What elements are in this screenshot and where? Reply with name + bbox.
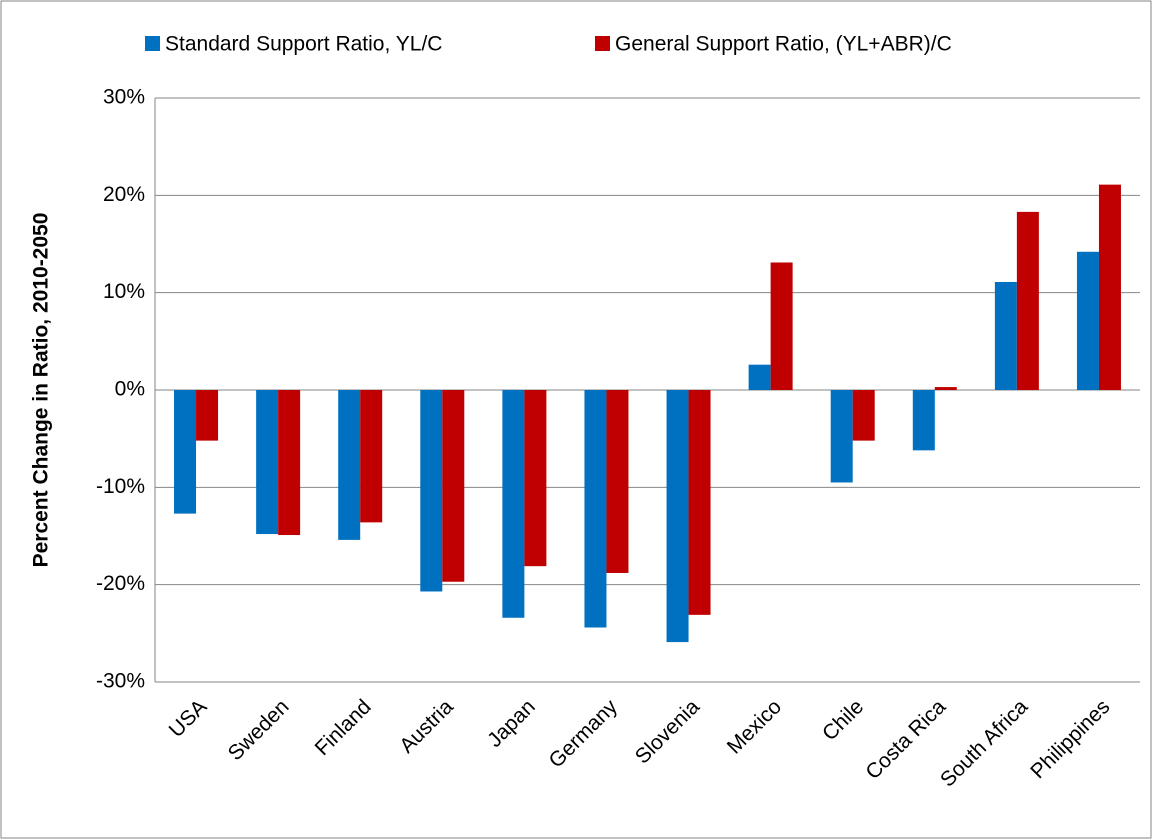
bar [1098, 184, 1121, 390]
bar [994, 281, 1017, 390]
y-tick-label: 0% [115, 378, 145, 401]
bar [502, 390, 525, 618]
bar [278, 390, 301, 536]
bar [770, 262, 793, 390]
bar [748, 364, 771, 390]
legend-label: Standard Support Ratio, YL/C [165, 33, 442, 56]
bar [338, 390, 361, 540]
legend-swatch [145, 36, 160, 51]
y-axis-title: Percent Change in Ratio, 2010-2050 [30, 213, 53, 568]
bar [196, 390, 219, 441]
y-tick-label: -30% [96, 670, 145, 693]
bar [442, 390, 465, 582]
bar [524, 390, 547, 567]
bar [1016, 211, 1039, 390]
bar [912, 390, 935, 451]
legend-swatch [595, 36, 610, 51]
y-tick-label: 20% [103, 183, 145, 206]
bar [666, 390, 689, 643]
bar [1076, 251, 1099, 390]
bar [688, 390, 711, 615]
bar [360, 390, 383, 523]
y-tick-label: -20% [96, 572, 145, 595]
bar [420, 390, 443, 592]
y-tick-label: 10% [103, 280, 145, 303]
bar [606, 390, 629, 573]
bar [174, 390, 197, 514]
bar [256, 390, 279, 535]
bar [584, 390, 607, 628]
bar [830, 390, 853, 483]
y-tick-label: 30% [103, 86, 145, 109]
bar [934, 387, 957, 390]
legend-label: General Support Ratio, (YL+ABR)/C [615, 33, 952, 56]
bar [852, 390, 875, 441]
y-tick-label: -10% [96, 475, 145, 498]
